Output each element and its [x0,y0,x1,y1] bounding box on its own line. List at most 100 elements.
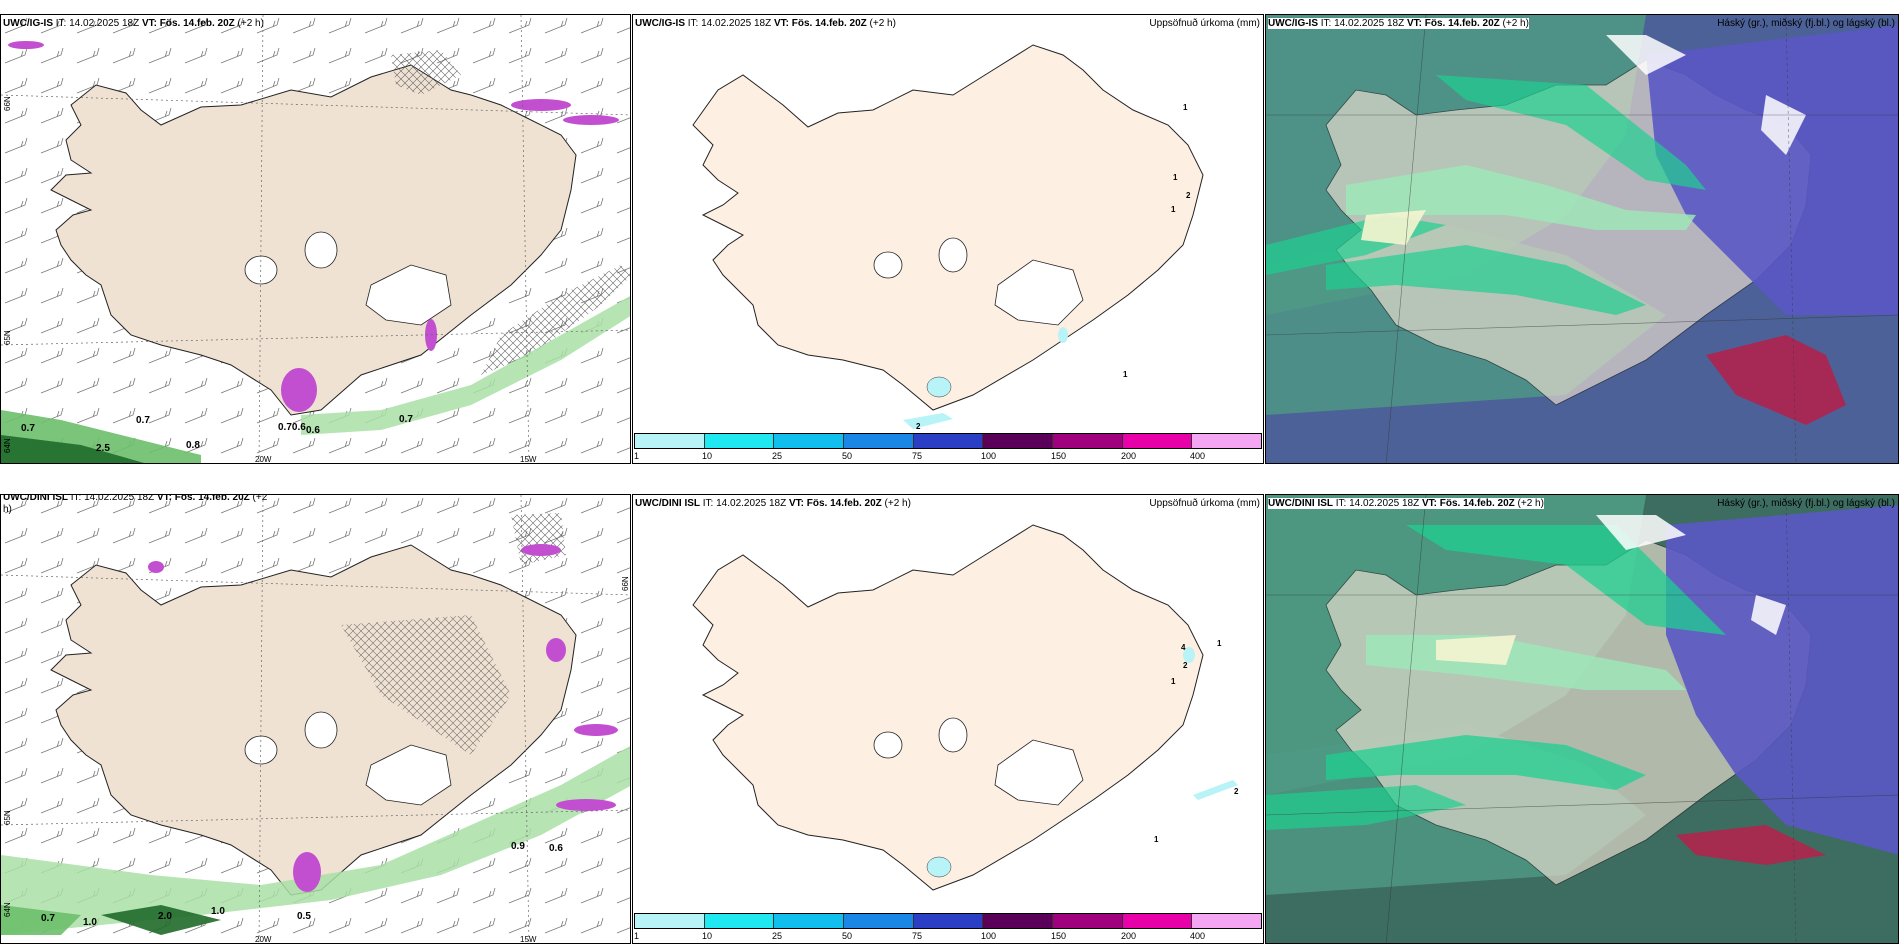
legend-tick: 25 [772,451,783,461]
legend-swatch [913,914,984,928]
lat-tick: 65N [3,810,12,825]
bottom-cloud-title: UWC/DINI ISL IT: 14.02.2025 18Z VT: Fös.… [1268,498,1544,509]
init-time: IT: 14.02.2025 18Z [53,18,142,29]
legend-swatch [635,434,705,448]
bottom-wind-title-wrap: h) [3,504,12,515]
legend-swatch [774,914,845,928]
iceland-land [692,44,1204,411]
precip-label: 0.9 [511,841,525,852]
top-precip-title: UWC/IG-IS IT: 14.02.2025 18Z VT: Fös. 14… [635,18,896,29]
precip-label: 0.8 [186,440,200,451]
legend-tick: 75 [912,931,923,941]
precip-label: 2 [1183,661,1188,670]
precip-label: 4 [1181,643,1186,652]
legend-swatch [913,434,984,448]
model-name: UWC/DINI ISL [1268,498,1333,509]
precip-label: 0.6 [549,843,563,854]
precip-label: 0.6 [306,425,320,436]
legend-tick: 100 [981,451,997,461]
legend-tick: 1 [634,451,640,461]
legend-swatch [1053,434,1123,448]
valid-time: VT: Fös. 14.feb. 20Z [773,18,867,29]
lead-time: (+2 [249,494,268,503]
lon-tick: 20W [255,935,272,944]
precip-label: 0.7 [41,913,55,924]
legend-swatch [1192,434,1262,448]
precip-label: 0.70.6 [278,422,306,433]
bottom-cloud-variable: Háský (gr.), miðský (fj.bl.) og lágský (… [1717,498,1895,509]
top-wind-panel[interactable]: UWC/IG-IS IT: 14.02.2025 18Z VT: Fös. 14… [0,14,631,464]
top-precip-panel[interactable]: UWC/IG-IS IT: 14.02.2025 18Z VT: Fös. 14… [632,14,1264,464]
precip-label: 1 [1183,103,1188,112]
precip-label: 1 [1171,205,1176,214]
legend-tick: 10 [702,931,713,941]
model-name: UWC/IG-IS [3,18,53,29]
bottom-precip-panel[interactable]: UWC/DINI ISL IT: 14.02.2025 18Z VT: Fös.… [632,494,1264,944]
top-wind-title: UWC/IG-IS IT: 14.02.2025 18Z VT: Fös. 14… [3,18,264,29]
legend-swatch [704,434,775,448]
bottom-precip-map [692,524,1238,891]
bottom-precip-variable: Uppsöfnuð úrkoma (mm) [1149,498,1260,509]
precip-label: 2.0 [158,911,172,922]
bottom-precip-title: UWC/DINI ISL IT: 14.02.2025 18Z VT: Fös.… [635,498,911,509]
legend-swatch [774,434,845,448]
lat-tick: 66N [3,96,12,111]
valid-time: VT: Fös. 14.feb. 20Z [1406,18,1500,29]
top-precip-variable: Uppsöfnuð úrkoma (mm) [1149,18,1260,29]
top-cloud-panel[interactable]: UWC/IG-IS IT: 14.02.2025 18Z VT: Fös. 14… [1265,14,1899,464]
precip-label: 0.7 [136,415,150,426]
legend-tick: 75 [912,451,923,461]
lat-tick: 64N [3,438,12,453]
top-wind-map [1,15,630,463]
init-time: IT: 14.02.2025 18Z [700,498,789,509]
precip-label: 2 [1234,787,1239,796]
model-name: UWC/DINI ISL [3,494,68,503]
precip-label: 1 [1217,639,1222,648]
model-name: UWC/IG-IS [635,18,685,29]
bottom-wind-panel[interactable]: UWC/DINI ISL IT: 14.02.2025 18Z VT: Fös.… [0,494,631,944]
legend-tick: 25 [772,931,783,941]
init-time: IT: 14.02.2025 18Z [1333,498,1422,509]
legend-tick: 1 [634,931,640,941]
legend-swatch [635,914,705,928]
valid-time: VT: Fös. 14.feb. 20Z [1421,498,1515,509]
precip-label: 1.0 [211,906,225,917]
precip-colorbar-ticks: 1 10 25 50 75 100 150 200 400 [634,451,1262,461]
precip-label: 1 [1123,370,1128,379]
precip-label: 1.0 [83,917,97,928]
legend-swatch [983,914,1054,928]
lead-time: (+2 h) [234,18,264,29]
bottom-cloud-panel[interactable]: UWC/DINI ISL IT: 14.02.2025 18Z VT: Fös.… [1265,494,1899,944]
legend-swatch [844,914,914,928]
valid-time: VT: Fös. 14.feb. 20Z [141,18,235,29]
valid-time: VT: Fös. 14.feb. 20Z [156,494,250,503]
precip-label: 2 [1186,191,1191,200]
valid-time: VT: Fös. 14.feb. 20Z [788,498,882,509]
lon-tick: 15W [520,935,537,944]
legend-swatch [1122,434,1193,448]
legend-swatch [1053,914,1123,928]
precip-colorbar-ticks: 1 10 25 50 75 100 150 200 400 [634,931,1262,941]
init-time: IT: 14.02.2025 18Z [1318,18,1407,29]
init-time: IT: 14.02.2025 18Z [685,18,774,29]
legend-swatch [983,434,1054,448]
model-name: UWC/DINI ISL [635,498,700,509]
legend-tick: 100 [981,931,997,941]
precip-label: 1 [1173,173,1178,182]
lat-tick: 66N [621,576,630,591]
top-cloud-title: UWC/IG-IS IT: 14.02.2025 18Z VT: Fös. 14… [1268,18,1529,29]
top-cloud-map [1266,15,1898,463]
model-name: UWC/IG-IS [1268,18,1318,29]
lead-time: (+2 h) [881,498,911,509]
precip-label: 2 [916,422,921,431]
legend-swatch [704,914,775,928]
lon-tick: 20W [255,455,272,464]
legend-swatch [1192,914,1262,928]
legend-tick: 150 [1051,931,1067,941]
precip-label: 0.7 [21,423,35,434]
legend-tick: 400 [1190,931,1206,941]
lat-tick: 64N [3,902,12,917]
precip-label: 1 [1171,677,1176,686]
precip-label: 0.5 [297,911,311,922]
lead-time: (+2 h) [866,18,896,29]
